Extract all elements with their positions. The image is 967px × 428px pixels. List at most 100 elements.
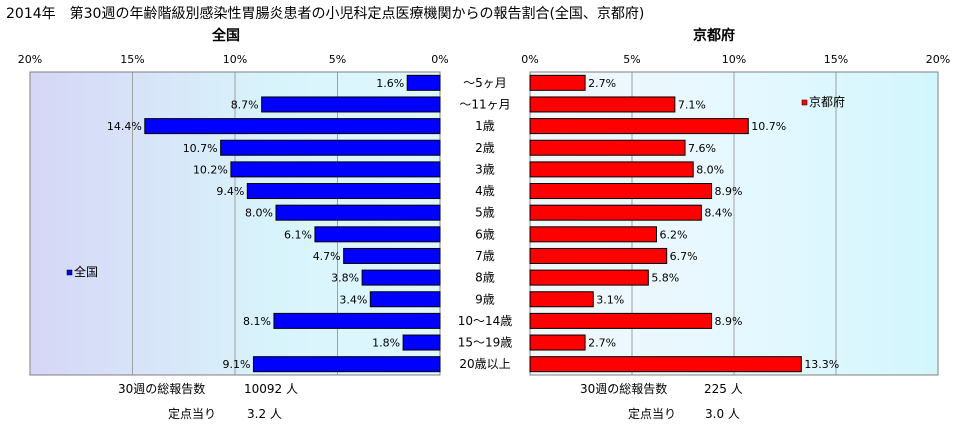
bar-kyoto bbox=[529, 183, 713, 200]
right-tick-label: 15% bbox=[824, 53, 848, 66]
category-label: ～5ヶ月 bbox=[463, 76, 507, 90]
bar-kyoto bbox=[529, 74, 586, 91]
bar-kyoto bbox=[529, 356, 802, 373]
left-plot-frame bbox=[29, 71, 441, 376]
right-tick-label: 5% bbox=[623, 53, 640, 66]
value-label-national: 8.0% bbox=[245, 207, 273, 220]
bar-national bbox=[261, 96, 441, 113]
left-tick-label: 0% bbox=[431, 53, 448, 66]
category-label: 10～14歳 bbox=[458, 314, 513, 328]
left-tick-label: 5% bbox=[329, 53, 346, 66]
right-bars: 2.7% 7.1% 10.7% 7.6% 8.0% 8.9% 8.4% 6.2% 6.7% 5.8… bbox=[529, 74, 839, 373]
bar-kyoto bbox=[529, 204, 702, 221]
bar-national bbox=[369, 291, 441, 308]
left-bars: 1.6% 8.7% 14.4% 10.7% 10.2% 9.4%8.0% 6.1%4.7% 3… bbox=[107, 74, 441, 373]
value-label-national: 10.2% bbox=[193, 163, 228, 176]
right-axis-ticks: 0% 5% 10% 15% 20% bbox=[521, 53, 950, 66]
value-label-national: 8.7% bbox=[231, 98, 259, 111]
left-tick-label: 20% bbox=[18, 53, 42, 66]
value-label-national: 9.1% bbox=[222, 358, 250, 371]
right-tick-label: 0% bbox=[521, 53, 538, 66]
bar-national bbox=[361, 269, 441, 286]
left-axis-ticks: 0% 5% 10% 15% 20% bbox=[18, 53, 449, 66]
value-label-national: 6.1% bbox=[284, 228, 312, 241]
category-label: 9歳 bbox=[475, 292, 495, 306]
bar-kyoto bbox=[529, 118, 749, 135]
bar-national bbox=[343, 247, 441, 264]
value-label-kyoto: 5.8% bbox=[651, 272, 679, 285]
value-label-kyoto: 8.0% bbox=[696, 163, 724, 176]
kyoto-total-value: 225 人 bbox=[704, 382, 743, 396]
legend-label-national: 全国 bbox=[74, 264, 98, 279]
value-label-kyoto: 6.7% bbox=[670, 250, 698, 263]
bar-national bbox=[220, 139, 441, 156]
value-label-national: 9.4% bbox=[216, 185, 244, 198]
legend-swatch-kyoto bbox=[801, 99, 808, 106]
value-label-kyoto: 3.1% bbox=[596, 293, 624, 306]
right-panel-title: 京都府 bbox=[693, 27, 735, 44]
bar-national bbox=[273, 312, 441, 329]
value-label-kyoto: 8.4% bbox=[704, 207, 732, 220]
bar-national bbox=[230, 161, 441, 178]
right-tick-label: 20% bbox=[926, 53, 950, 66]
left-tick-label: 15% bbox=[120, 53, 144, 66]
category-label: 5歳 bbox=[475, 206, 495, 220]
value-label-national: 4.7% bbox=[313, 250, 341, 263]
category-label: 2歳 bbox=[475, 141, 495, 155]
category-label: 8歳 bbox=[475, 271, 495, 285]
bar-national bbox=[246, 183, 441, 200]
bar-national bbox=[275, 204, 441, 221]
kyoto-per-site-value: 3.0 人 bbox=[705, 407, 740, 421]
right-plot-frame bbox=[529, 71, 939, 376]
value-label-national: 3.4% bbox=[339, 293, 367, 306]
kyoto-per-site-label: 定点当り bbox=[628, 406, 676, 421]
value-label-kyoto: 10.7% bbox=[751, 120, 786, 133]
chart-title: 2014年 第30週の年齢階級別感染性胃腸炎患者の小児科定点医療機関からの報告割… bbox=[6, 5, 644, 22]
bar-kyoto bbox=[529, 334, 586, 351]
category-label: 4歳 bbox=[475, 184, 495, 198]
category-labels: ～5ヶ月 ～11ヶ月 1歳 2歳 3歳 4歳 5歳 6歳 7歳 8歳 9歳 10～14歳 15～19歳 2… bbox=[458, 76, 513, 371]
bar-national bbox=[252, 356, 441, 373]
category-label: ～11ヶ月 bbox=[459, 97, 510, 111]
value-label-kyoto: 8.9% bbox=[715, 315, 743, 328]
bar-kyoto bbox=[529, 269, 649, 286]
bar-national bbox=[144, 118, 441, 135]
legend-label-kyoto: 京都府 bbox=[809, 94, 845, 109]
value-label-national: 1.8% bbox=[372, 337, 400, 350]
category-label: 20歳以上 bbox=[459, 357, 510, 371]
value-label-national: 3.8% bbox=[331, 272, 359, 285]
value-label-national: 14.4% bbox=[107, 120, 142, 133]
bar-kyoto bbox=[529, 312, 713, 329]
value-label-national: 1.6% bbox=[376, 77, 404, 90]
value-label-kyoto: 6.2% bbox=[659, 228, 687, 241]
value-label-kyoto: 2.7% bbox=[588, 77, 616, 90]
bar-kyoto bbox=[529, 291, 594, 308]
value-label-national: 10.7% bbox=[183, 142, 218, 155]
bar-kyoto bbox=[529, 226, 657, 243]
bar-national bbox=[314, 226, 441, 243]
category-label: 7歳 bbox=[475, 249, 495, 263]
value-label-national: 8.1% bbox=[243, 315, 271, 328]
value-label-kyoto: 7.6% bbox=[688, 142, 716, 155]
left-panel-title: 全国 bbox=[211, 27, 240, 44]
bar-national bbox=[406, 74, 441, 91]
category-label: 3歳 bbox=[475, 162, 495, 176]
category-label: 15～19歳 bbox=[458, 336, 513, 350]
bar-kyoto bbox=[529, 96, 676, 113]
national-total-value: 10092 人 bbox=[244, 382, 298, 396]
national-per-site-label: 定点当り bbox=[168, 406, 216, 421]
bar-national bbox=[402, 334, 441, 351]
right-tick-label: 10% bbox=[722, 53, 746, 66]
bar-kyoto bbox=[529, 161, 694, 178]
national-total-label: 30週の総報告数 bbox=[118, 381, 205, 396]
value-label-kyoto: 2.7% bbox=[588, 337, 616, 350]
value-label-kyoto: 7.1% bbox=[678, 98, 706, 111]
bar-kyoto bbox=[529, 247, 668, 264]
value-label-kyoto: 13.3% bbox=[804, 358, 839, 371]
bar-kyoto bbox=[529, 139, 686, 156]
left-tick-label: 10% bbox=[223, 53, 247, 66]
kyoto-total-label: 30週の総報告数 bbox=[580, 381, 667, 396]
value-label-kyoto: 8.9% bbox=[715, 185, 743, 198]
national-per-site-value: 3.2 人 bbox=[247, 407, 282, 421]
